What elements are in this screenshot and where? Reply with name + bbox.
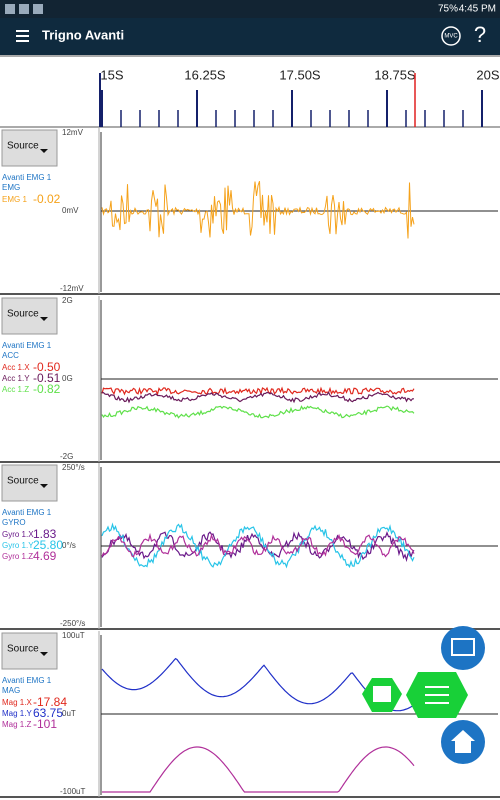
channel-value: -0.82: [33, 382, 61, 396]
dropdown-arrow: [40, 317, 48, 321]
channel-name: Acc 1.X: [2, 363, 30, 372]
signal-trace: [101, 657, 415, 712]
signal-trace: [102, 746, 415, 793]
channel-name: EMG 1: [2, 195, 27, 204]
axis-max: 2G: [62, 296, 73, 305]
channel-name: Gyro 1.X: [2, 530, 34, 539]
sensor-name: Avanti EMG 1: [2, 676, 52, 685]
channel-value: -0.51: [33, 371, 61, 385]
axis-min: -2G: [60, 452, 73, 461]
channel-value: -0.50: [33, 360, 61, 374]
channel-value: 25.80: [33, 538, 63, 552]
timeline-ticks: 15S 16.25S 17.50S 18.75S 20S: [99, 67, 500, 127]
status-icon: [19, 4, 29, 14]
sensor-kind: GYRO: [2, 518, 26, 527]
channel-value: 4.69: [33, 549, 57, 563]
time-label: 18.75S: [374, 67, 416, 82]
sensor-kind: ACC: [2, 351, 19, 360]
source-button[interactable]: [1, 632, 58, 670]
menu-button[interactable]: [16, 30, 29, 42]
dropdown-arrow: [40, 149, 48, 153]
time-label: 15S: [100, 67, 123, 82]
source-button[interactable]: [1, 297, 58, 335]
sensor-name: Avanti EMG 1: [2, 173, 52, 182]
app-bar: [0, 18, 500, 55]
channel-name: Gyro 1.Z: [2, 552, 33, 561]
source-label: Source: [7, 141, 39, 152]
axis-min: -100uT: [60, 787, 85, 796]
home-icon: [451, 730, 475, 753]
sensor-name: Avanti EMG 1: [2, 341, 52, 350]
source-button[interactable]: [1, 464, 58, 502]
help-button[interactable]: ?: [474, 22, 486, 47]
screen-button[interactable]: [441, 626, 485, 670]
source-button[interactable]: [1, 129, 58, 167]
sensor-name: Avanti EMG 1: [2, 508, 52, 517]
dropdown-arrow: [40, 484, 48, 488]
time-label: 20S: [476, 67, 499, 82]
channel-value: 63.75: [33, 706, 63, 720]
signal-trace: [101, 180, 415, 239]
sensor-kind: EMG: [2, 183, 20, 192]
axis-min: -12mV: [60, 284, 84, 293]
signal-trace: [101, 391, 414, 404]
signal-trace: [101, 386, 415, 396]
source-label: Source: [7, 644, 39, 655]
axis-max: 250°/s: [62, 463, 85, 472]
sensor-kind: MAG: [2, 686, 20, 695]
mvc-button[interactable]: [441, 26, 461, 46]
screen-icon: [451, 638, 475, 656]
channel-name: Mag 1.Z: [2, 720, 31, 729]
signal-trace: [101, 522, 415, 569]
channel-name: Mag 1.X: [2, 698, 32, 707]
axis-max: 12mV: [62, 128, 84, 137]
signal-trace: [101, 532, 415, 558]
source-label: Source: [7, 476, 39, 487]
channel-value: 1.83: [33, 527, 57, 541]
time-label: 17.50S: [279, 67, 321, 82]
channel-value: -17.84: [33, 695, 67, 709]
axis-max: 100uT: [62, 631, 85, 640]
signal-trace: [101, 405, 415, 419]
settings-icon: [425, 686, 449, 704]
axis-zero: 0°/s: [62, 541, 76, 550]
axis-zero: 0uT: [62, 709, 76, 718]
mvc-label: MVC: [444, 34, 458, 40]
axis-min: -250°/s: [60, 619, 85, 628]
status-icon: [5, 4, 15, 14]
axis-zero: 0G: [62, 374, 73, 383]
stop-icon: [371, 684, 393, 704]
channel-name: Gyro 1.Y: [2, 541, 34, 550]
timeline: [0, 55, 500, 128]
time-label: 16.25S: [184, 67, 226, 82]
axis-zero: 0mV: [62, 206, 79, 215]
channel-value: -101: [33, 717, 57, 731]
channel-value: -0.02: [33, 192, 61, 206]
clock: 4:45 PM: [459, 4, 496, 15]
channel-name: Acc 1.Y: [2, 374, 30, 383]
app-title: Trigno Avanti: [42, 27, 124, 42]
status-bar: [0, 0, 500, 18]
status-icon: [33, 4, 43, 14]
channel-name: Mag 1.Y: [2, 709, 32, 718]
battery-level: 75%: [438, 4, 458, 15]
channel-name: Acc 1.Z: [2, 385, 29, 394]
dropdown-arrow: [40, 652, 48, 656]
source-label: Source: [7, 309, 39, 320]
